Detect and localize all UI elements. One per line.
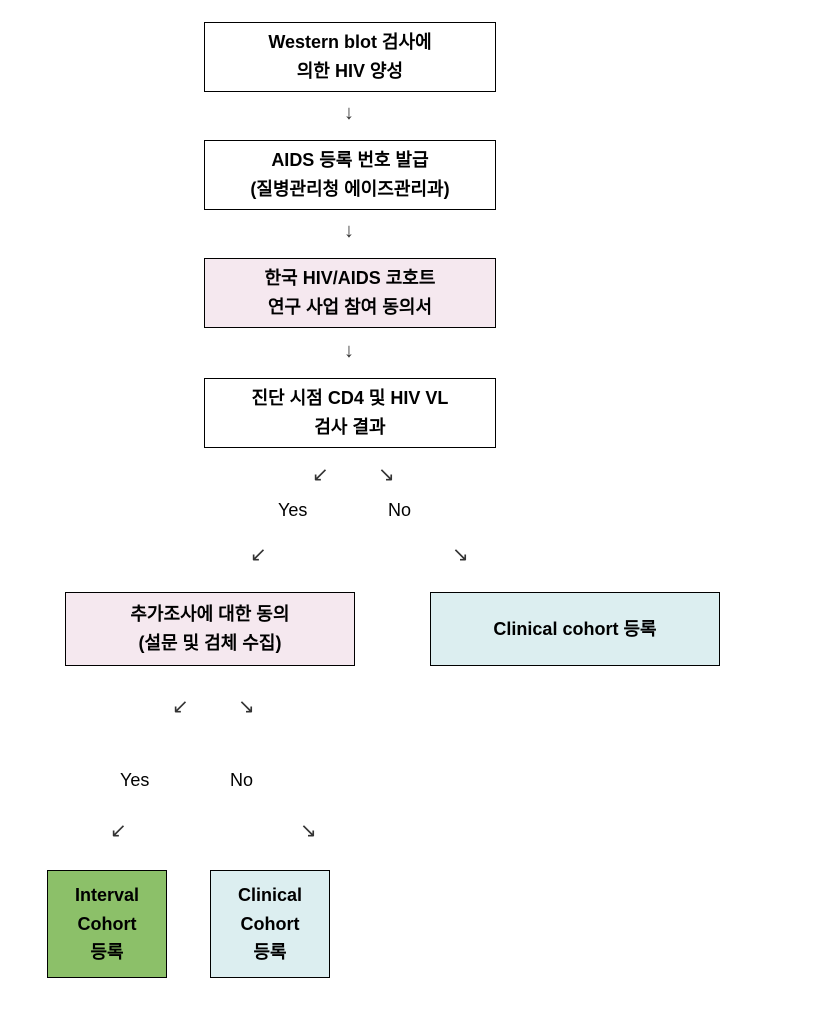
flowchart-node-clinical-cohort-2: Clinical Cohort 등록 (210, 870, 330, 978)
decision-label-no: No (230, 770, 253, 791)
flowchart-node-cohort-consent: 한국 HIV/AIDS 코호트 연구 사업 참여 동의서 (204, 258, 496, 328)
arrow-diag-right-icon: ↘ (378, 462, 395, 487)
node-text-line: 의한 HIV 양성 (297, 57, 403, 86)
decision-label-yes: Yes (278, 500, 307, 521)
arrow-diag-left-icon: ↙ (110, 818, 127, 843)
arrow-diag-right-icon: ↘ (300, 818, 317, 843)
node-text-line: Clinical cohort 등록 (493, 615, 656, 644)
flowchart-node-interval-cohort: Interval Cohort 등록 (47, 870, 167, 978)
flowchart-node-aids-registration: AIDS 등록 번호 발급 (질병관리청 에이즈관리과) (204, 140, 496, 210)
node-text-line: Interval (75, 881, 139, 910)
decision-label-no: No (388, 500, 411, 521)
node-text-line: 검사 결과 (314, 413, 385, 442)
node-text-line: Cohort (78, 910, 137, 939)
node-text-line: (설문 및 검체 수집) (139, 629, 282, 658)
node-text-line: (질병관리청 에이즈관리과) (250, 175, 449, 204)
node-text-line: 등록 (253, 938, 286, 967)
flowchart-node-cd4-hiv-vl: 진단 시점 CD4 및 HIV VL 검사 결과 (204, 378, 496, 448)
arrow-diag-right-icon: ↘ (238, 694, 255, 719)
arrow-down-icon: ↓ (344, 220, 354, 243)
arrow-diag-right-icon: ↘ (452, 542, 469, 567)
flowchart-node-additional-survey: 추가조사에 대한 동의 (설문 및 검체 수집) (65, 592, 355, 666)
node-text-line: 진단 시점 CD4 및 HIV VL (252, 384, 449, 413)
arrow-diag-left-icon: ↙ (172, 694, 189, 719)
node-text-line: 추가조사에 대한 동의 (130, 600, 289, 629)
node-text-line: 한국 HIV/AIDS 코호트 (265, 264, 436, 293)
node-text-line: 연구 사업 참여 동의서 (268, 293, 432, 322)
arrow-down-icon: ↓ (344, 340, 354, 363)
node-text-line: AIDS 등록 번호 발급 (271, 146, 428, 175)
flowchart-node-clinical-cohort: Clinical cohort 등록 (430, 592, 720, 666)
node-text-line: Cohort (241, 910, 300, 939)
decision-label-yes: Yes (120, 770, 149, 791)
node-text-line: Clinical (238, 881, 302, 910)
flowchart-node-western-blot: Western blot 검사에 의한 HIV 양성 (204, 22, 496, 92)
arrow-diag-left-icon: ↙ (312, 462, 329, 487)
node-text-line: Western blot 검사에 (268, 28, 431, 57)
node-text-line: 등록 (90, 938, 123, 967)
arrow-diag-left-icon: ↙ (250, 542, 267, 567)
arrow-down-icon: ↓ (344, 102, 354, 125)
